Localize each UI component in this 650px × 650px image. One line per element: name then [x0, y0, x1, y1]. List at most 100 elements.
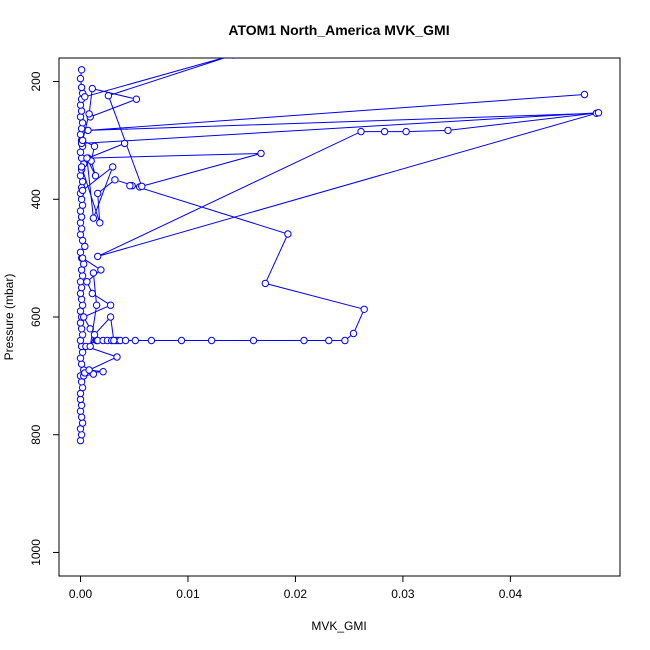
data-point	[77, 431, 86, 439]
data-point	[77, 325, 86, 333]
data-point	[77, 413, 86, 421]
data-point	[89, 269, 98, 277]
data-point	[78, 419, 87, 427]
data-point	[77, 401, 86, 409]
data-point	[94, 252, 102, 261]
data-point	[106, 313, 115, 321]
plot-frame	[58, 57, 621, 577]
series-line	[82, 87, 139, 219]
data-point	[83, 154, 91, 162]
data-point	[90, 142, 99, 151]
data-point	[76, 219, 85, 227]
data-point	[132, 95, 141, 103]
data-point	[77, 213, 86, 221]
y-tick-label: 1000	[29, 539, 43, 566]
data-point	[261, 279, 269, 288]
data-point	[380, 127, 389, 136]
data-point	[360, 305, 368, 313]
y-tick-label: 800	[29, 424, 43, 444]
data-point	[78, 254, 87, 262]
data-point	[113, 353, 121, 361]
data-point	[92, 301, 101, 309]
data-point	[138, 182, 146, 191]
data-point	[94, 189, 102, 198]
data-point	[91, 172, 100, 180]
data-point	[300, 336, 308, 345]
data-point	[78, 331, 87, 339]
data-point	[97, 266, 105, 274]
data-point	[76, 101, 85, 109]
y-tick-label: 400	[29, 189, 43, 209]
data-point	[444, 126, 452, 135]
data-point	[77, 107, 86, 115]
data-point	[78, 301, 87, 309]
y-tick-label: 200	[29, 71, 43, 91]
x-axis: 0.00 0.01 0.02 0.03 0.04	[69, 575, 523, 601]
data-point	[86, 342, 94, 351]
data-point	[131, 336, 140, 345]
data-point	[88, 289, 97, 298]
x-axis-label: MVK_GMI	[311, 619, 366, 633]
data-point	[78, 272, 87, 280]
data-point	[77, 283, 86, 292]
data-point	[76, 74, 85, 83]
data-point	[76, 172, 85, 180]
data-point	[109, 163, 117, 171]
data-point	[78, 136, 87, 145]
data-point	[90, 331, 99, 339]
data-point	[78, 201, 87, 209]
data-point	[111, 176, 119, 184]
data-point	[77, 83, 86, 92]
y-axis: 200 400 600 800 1000	[29, 71, 60, 566]
data-point	[76, 230, 85, 239]
data-point	[85, 110, 93, 118]
data-point	[349, 329, 358, 338]
data-point	[77, 225, 86, 233]
series-line	[81, 94, 599, 257]
data-point	[88, 84, 97, 93]
data-point	[85, 366, 93, 374]
data-point	[126, 182, 134, 190]
data-point	[284, 230, 292, 238]
data-point	[120, 139, 129, 148]
series-layer	[76, 58, 603, 445]
data-point	[177, 336, 186, 345]
data-point	[207, 336, 216, 345]
data-point	[78, 348, 87, 356]
data-point	[249, 336, 258, 345]
data-point	[77, 163, 86, 171]
data-point	[78, 186, 87, 195]
data-point	[121, 336, 130, 345]
data-point	[257, 149, 265, 158]
series-line	[81, 166, 365, 341]
data-point	[81, 93, 89, 101]
data-point	[77, 66, 86, 74]
data-point	[76, 436, 85, 445]
data-point	[99, 368, 107, 376]
x-tick-label: 0.00	[69, 587, 93, 601]
data-point	[77, 295, 86, 303]
data-point	[77, 195, 86, 204]
data-point	[147, 336, 156, 345]
data-point	[106, 301, 115, 309]
data-point	[594, 109, 603, 117]
x-tick-label: 0.03	[391, 587, 415, 601]
chart-title: ATOM1 North_America MVK_GMI	[228, 22, 449, 38]
data-point	[341, 336, 349, 345]
x-tick-label: 0.02	[284, 587, 308, 601]
data-point	[89, 214, 98, 222]
data-point	[325, 336, 333, 345]
x-tick-label: 0.04	[499, 587, 523, 601]
y-tick-label: 600	[29, 307, 43, 327]
data-point	[80, 313, 88, 321]
data-point	[110, 336, 118, 345]
data-point	[76, 113, 85, 121]
data-point	[77, 360, 86, 368]
data-point	[76, 289, 85, 298]
data-point	[76, 319, 85, 327]
x-tick-label: 0.01	[176, 587, 200, 601]
data-point	[83, 278, 91, 286]
data-point	[76, 407, 85, 415]
data-point	[96, 219, 104, 227]
